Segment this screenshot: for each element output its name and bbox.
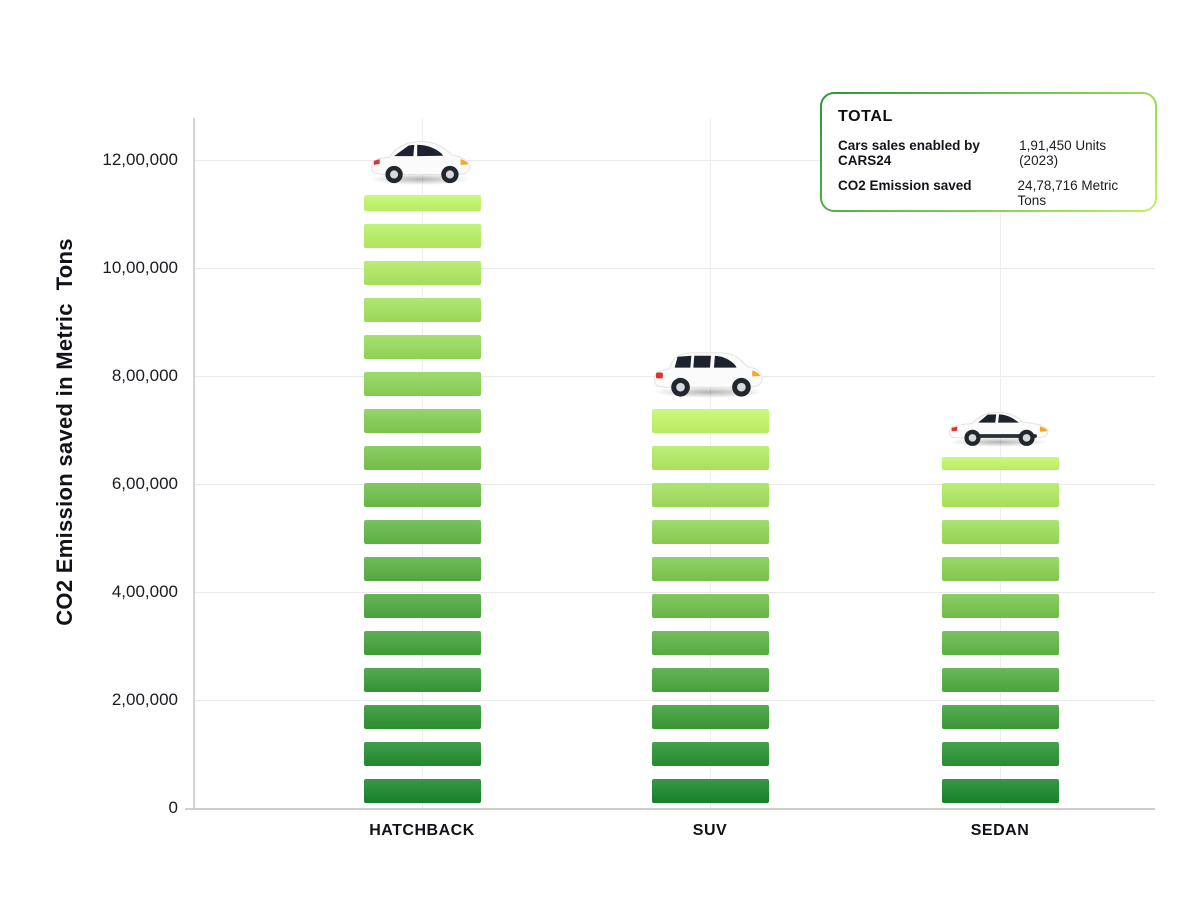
category-label-sedan: SEDAN xyxy=(970,822,1030,839)
h-gridline xyxy=(193,700,1155,701)
bar-segment xyxy=(941,631,1059,655)
bar-segment xyxy=(941,668,1059,692)
total-row-emission: CO2 Emission saved 24,78,716 Metric Tons xyxy=(838,178,1139,208)
y-axis-title: CO2 Emission saved in Metric Tons xyxy=(52,238,77,626)
y-tick-label: 2,00,000 xyxy=(111,690,178,709)
bar-segment xyxy=(363,482,481,507)
y-axis-line xyxy=(193,118,195,808)
bar-segment xyxy=(363,223,481,248)
bar-segment xyxy=(363,334,481,359)
bar-segment xyxy=(651,556,769,581)
bar-segment xyxy=(941,742,1059,766)
bar-segment xyxy=(651,593,769,618)
bar-segment xyxy=(651,704,769,729)
bar-segment xyxy=(651,741,769,766)
bar-segment xyxy=(363,778,481,803)
bar-segment xyxy=(941,557,1059,581)
total-sales-label: Cars sales enabled by CARS24 xyxy=(838,138,980,168)
bar-segment xyxy=(363,704,481,729)
y-tick-label: 10,00,000 xyxy=(102,258,178,277)
y-tick-label: 0 xyxy=(168,798,178,817)
y-tick-label: 12,00,000 xyxy=(102,150,178,169)
bar-segment xyxy=(363,445,481,470)
total-emission-label: CO2 Emission saved xyxy=(838,178,972,193)
bar-segment xyxy=(363,297,481,322)
total-row-sales: Cars sales enabled by CARS24 1,91,450 Un… xyxy=(838,138,1139,168)
y-tick-label: 6,00,000 xyxy=(111,474,178,493)
sedan-car-icon xyxy=(944,403,1056,449)
bar-segment xyxy=(363,667,481,692)
bar-segment xyxy=(941,594,1059,618)
suv-car-icon xyxy=(648,345,772,400)
bar-segment xyxy=(651,630,769,655)
bar-segment xyxy=(651,445,769,470)
bar-segment xyxy=(941,457,1059,470)
hatchback-car-icon xyxy=(364,135,480,187)
y-tick-label: 4,00,000 xyxy=(111,582,178,601)
bar-segment xyxy=(363,371,481,396)
bar-hatchback xyxy=(363,195,481,803)
bar-segment xyxy=(363,195,481,211)
total-heading: TOTAL xyxy=(838,108,893,125)
bar-segment xyxy=(941,779,1059,803)
category-label-hatchback: HATCHBACK xyxy=(369,822,475,839)
bar-segment xyxy=(941,705,1059,729)
bar-segment xyxy=(363,408,481,433)
total-sales-value: 1,91,450 Units (2023) xyxy=(1019,138,1107,168)
bar-segment xyxy=(363,556,481,581)
bar-segment xyxy=(941,520,1059,544)
bar-sedan xyxy=(941,457,1059,803)
bar-segment xyxy=(363,741,481,766)
bar-segment xyxy=(651,482,769,507)
bar-segment xyxy=(651,408,769,433)
bar-segment xyxy=(651,667,769,692)
h-gridline xyxy=(193,268,1155,269)
h-gridline xyxy=(193,592,1155,593)
h-gridline xyxy=(193,160,1155,161)
bar-segment xyxy=(651,778,769,803)
bar-segment xyxy=(363,593,481,618)
bar-segment xyxy=(941,483,1059,507)
total-summary-card: TOTAL Cars sales enabled by CARS24 1,91,… xyxy=(820,92,1157,212)
category-label-suv: SUV xyxy=(692,822,728,839)
bar-segment xyxy=(363,260,481,285)
bar-segment xyxy=(363,630,481,655)
bar-segment xyxy=(363,519,481,544)
bar-segment xyxy=(651,519,769,544)
y-tick-label: 8,00,000 xyxy=(111,366,178,385)
x-axis-baseline xyxy=(185,808,1155,810)
bar-suv xyxy=(651,408,769,803)
total-emission-value: 24,78,716 Metric Tons xyxy=(1017,178,1119,208)
